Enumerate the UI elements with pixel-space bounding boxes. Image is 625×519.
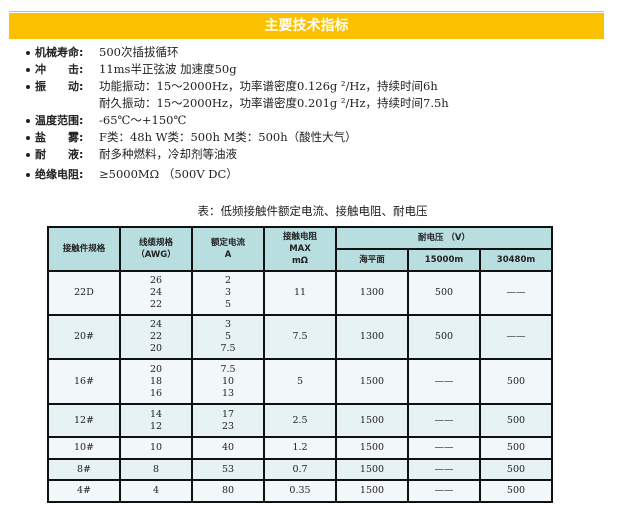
cell-sea: 1500 bbox=[335, 458, 409, 481]
spec-label: 温度范围: bbox=[35, 114, 84, 127]
bullet-icon bbox=[26, 85, 30, 89]
cell-alt2: 500 bbox=[479, 358, 553, 405]
cell-wire: 20 18 16 bbox=[119, 358, 193, 405]
spec-value: ≥5000MΩ （500V DC） bbox=[99, 167, 238, 181]
cell-resistance: 0.7 bbox=[263, 458, 337, 481]
header-30480m: 30480m bbox=[479, 248, 553, 272]
cell-current: 80 bbox=[191, 479, 265, 503]
cell-wire: 14 12 bbox=[119, 403, 193, 438]
spec-label: 盐 雾: bbox=[35, 131, 84, 144]
spec-value: 耐多种燃料，冷却剂等油液 bbox=[99, 147, 237, 161]
spec-label: 绝缘电阻: bbox=[35, 168, 84, 181]
cell-current: 40 bbox=[191, 436, 265, 460]
cell-current: 7.5 10 13 bbox=[191, 358, 265, 405]
cell-alt1: —— bbox=[407, 479, 481, 503]
table-row: 12# 14 12 17 23 2.5 1500 —— 500 bbox=[47, 403, 553, 438]
cell-alt2: 500 bbox=[479, 458, 553, 481]
cell-contact: 22D bbox=[47, 270, 121, 316]
table-row: 8# 8 53 0.7 1500 —— 500 bbox=[47, 458, 553, 481]
table-row: 16# 20 18 16 7.5 10 13 5 1500 —— 500 bbox=[47, 358, 553, 405]
cell-wire: 26 24 22 bbox=[119, 270, 193, 316]
table-row: 4# 4 80 0.35 1500 —— 500 bbox=[47, 479, 553, 503]
spec-label: 耐 液: bbox=[35, 148, 84, 161]
cell-resistance: 1.2 bbox=[263, 436, 337, 460]
cell-current: 53 bbox=[191, 458, 265, 481]
cell-alt2: 500 bbox=[479, 479, 553, 503]
cell-alt1: —— bbox=[407, 403, 481, 438]
header-sea-level: 海平面 bbox=[335, 248, 409, 272]
bullet-icon bbox=[26, 173, 30, 177]
cell-alt1: —— bbox=[407, 358, 481, 405]
cell-wire: 10 bbox=[119, 436, 193, 460]
table-row: 22D 26 24 22 2 3 5 11 1300 500 —— bbox=[47, 270, 553, 316]
cell-sea: 1500 bbox=[335, 358, 409, 405]
header-voltage: 耐电压 （V） bbox=[335, 226, 553, 250]
table-row: 10# 10 40 1.2 1500 —— 500 bbox=[47, 436, 553, 460]
cell-resistance: 2.5 bbox=[263, 403, 337, 438]
cell-alt2: —— bbox=[479, 270, 553, 316]
cell-resistance: 7.5 bbox=[263, 314, 337, 360]
header-15000m: 15000m bbox=[407, 248, 481, 272]
table-row: 20# 24 22 20 3 5 7.5 7.5 1300 500 —— bbox=[47, 314, 553, 360]
spec-value: 11ms半正弦波 加速度50g bbox=[99, 62, 237, 76]
bullet-icon bbox=[26, 136, 30, 140]
cell-current: 2 3 5 bbox=[191, 270, 265, 316]
cell-contact: 8# bbox=[47, 458, 121, 481]
cell-wire: 4 bbox=[119, 479, 193, 503]
cell-sea: 1500 bbox=[335, 479, 409, 503]
cell-resistance: 11 bbox=[263, 270, 337, 316]
cell-current: 3 5 7.5 bbox=[191, 314, 265, 360]
cell-contact: 12# bbox=[47, 403, 121, 438]
cell-resistance: 5 bbox=[263, 358, 337, 405]
cell-sea: 1500 bbox=[335, 403, 409, 438]
header-resistance: 接触电阻 MAX mΩ bbox=[263, 226, 337, 272]
cell-wire: 24 22 20 bbox=[119, 314, 193, 360]
spec-value: 耐久振动：15～2000Hz，功率谱密度0.201g ²/Hz，持续时间7.5h bbox=[99, 96, 449, 110]
cell-contact: 10# bbox=[47, 436, 121, 460]
cell-alt1: 500 bbox=[407, 314, 481, 360]
table-caption: 表：低频接触件额定电流、接触电阻、耐电压 bbox=[197, 204, 428, 218]
cell-alt1: —— bbox=[407, 458, 481, 481]
cell-sea: 1500 bbox=[335, 436, 409, 460]
spec-value: 500次插拔循环 bbox=[99, 45, 179, 59]
header-wire: 线缆规格 （AWG） bbox=[119, 226, 193, 272]
cell-sea: 1300 bbox=[335, 270, 409, 316]
cell-alt2: 500 bbox=[479, 403, 553, 438]
bullet-icon bbox=[26, 119, 30, 123]
bullet-icon bbox=[26, 153, 30, 157]
spec-value: F类：48h W类：500h M类：500h（酸性大气） bbox=[99, 130, 357, 144]
cell-alt2: 500 bbox=[479, 436, 553, 460]
header-current: 额定电流 A bbox=[191, 226, 265, 272]
cell-contact: 16# bbox=[47, 358, 121, 405]
header-contact: 接触件规格 bbox=[47, 226, 121, 272]
spec-label: 振 动: bbox=[35, 80, 84, 93]
bullet-icon bbox=[26, 51, 30, 55]
spec-label: 机械寿命: bbox=[35, 46, 84, 59]
spec-label: 冲 击: bbox=[35, 63, 84, 76]
spec-value: -65℃～+150℃ bbox=[99, 113, 187, 127]
cell-sea: 1300 bbox=[335, 314, 409, 360]
cell-alt2: —— bbox=[479, 314, 553, 360]
banner-top-line bbox=[9, 11, 604, 12]
cell-wire: 8 bbox=[119, 458, 193, 481]
cell-alt1: 500 bbox=[407, 270, 481, 316]
section-title: 主要技术指标 bbox=[9, 13, 604, 39]
cell-current: 17 23 bbox=[191, 403, 265, 438]
cell-alt1: —— bbox=[407, 436, 481, 460]
cell-resistance: 0.35 bbox=[263, 479, 337, 503]
bullet-icon bbox=[26, 68, 30, 72]
contact-spec-table: 接触件规格 线缆规格 （AWG） 额定电流 A 接触电阻 MAX mΩ 耐电压 … bbox=[47, 226, 553, 503]
spec-value: 功能振动：15～2000Hz，功率谱密度0.126g ²/Hz，持续时间6h bbox=[99, 79, 438, 93]
cell-contact: 20# bbox=[47, 314, 121, 360]
cell-contact: 4# bbox=[47, 479, 121, 503]
